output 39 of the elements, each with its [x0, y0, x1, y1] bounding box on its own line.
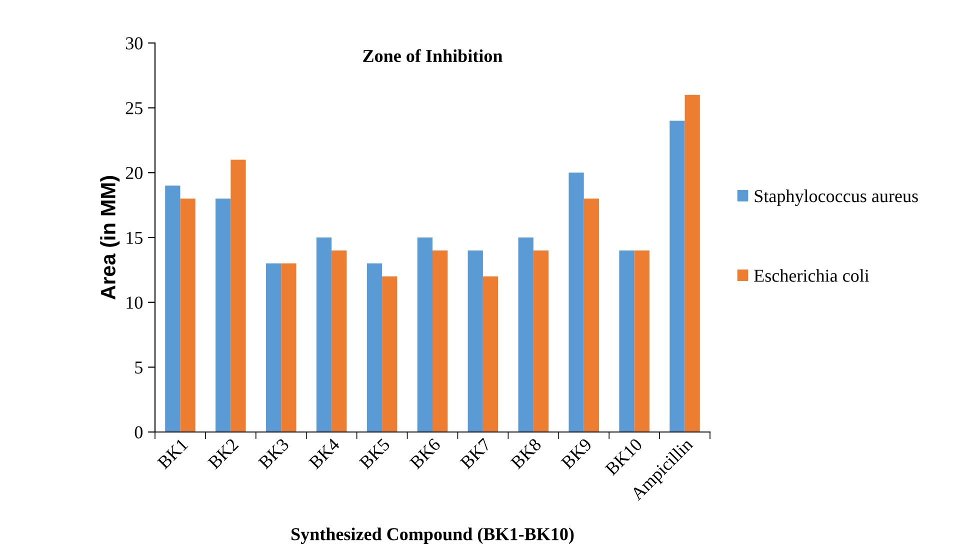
bar — [382, 276, 398, 432]
bar — [180, 198, 196, 432]
y-tick-label: 30 — [126, 37, 143, 50]
bar — [332, 250, 347, 432]
y-tick-label: 10 — [126, 296, 143, 309]
y-tick-label: 5 — [135, 362, 142, 374]
bar — [518, 238, 534, 432]
bar — [281, 263, 296, 432]
bar — [468, 250, 483, 432]
y-tick-label: 25 — [126, 102, 142, 114]
x-tick-label: BK9 — [560, 438, 592, 470]
bar — [417, 238, 432, 432]
bar — [216, 198, 231, 432]
legend-label: Escherichia coli — [754, 269, 870, 282]
bar — [266, 263, 282, 432]
bar — [670, 120, 685, 432]
y-tick-label: 20 — [126, 166, 143, 180]
x-axis-title: Synthesized Compound (BK1-BK10) — [292, 528, 574, 544]
bar — [316, 238, 332, 432]
x-tick-label: BK1 — [156, 438, 188, 470]
bar — [568, 172, 584, 432]
bar — [634, 250, 650, 432]
y-axis-title: Area (in MM) — [100, 176, 120, 300]
y-tick-label: 15 — [126, 232, 142, 244]
bar — [684, 94, 700, 432]
x-tick-label: BK2 — [207, 438, 239, 470]
bar — [482, 276, 498, 432]
x-tick-label: BK3 — [258, 438, 290, 470]
legend-label: Staphylococcus aureus — [754, 190, 918, 206]
y-tick-label: 0 — [134, 426, 143, 438]
bar — [366, 263, 382, 432]
bar — [619, 250, 634, 432]
bar — [165, 186, 180, 432]
x-tick-label: BK8 — [510, 438, 542, 470]
bar — [432, 250, 448, 432]
chart-title: Zone of Inhibition — [363, 49, 502, 62]
bar — [230, 160, 246, 432]
bar — [584, 198, 599, 432]
bar — [533, 250, 549, 432]
